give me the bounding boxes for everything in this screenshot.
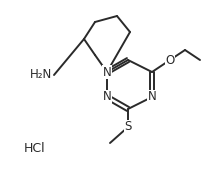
- Text: S: S: [124, 120, 132, 134]
- Text: N: N: [103, 91, 111, 103]
- Text: N: N: [148, 91, 156, 103]
- Text: N: N: [103, 66, 111, 78]
- Text: O: O: [165, 54, 175, 66]
- Text: HCl: HCl: [24, 141, 46, 154]
- Text: H₂N: H₂N: [30, 68, 52, 81]
